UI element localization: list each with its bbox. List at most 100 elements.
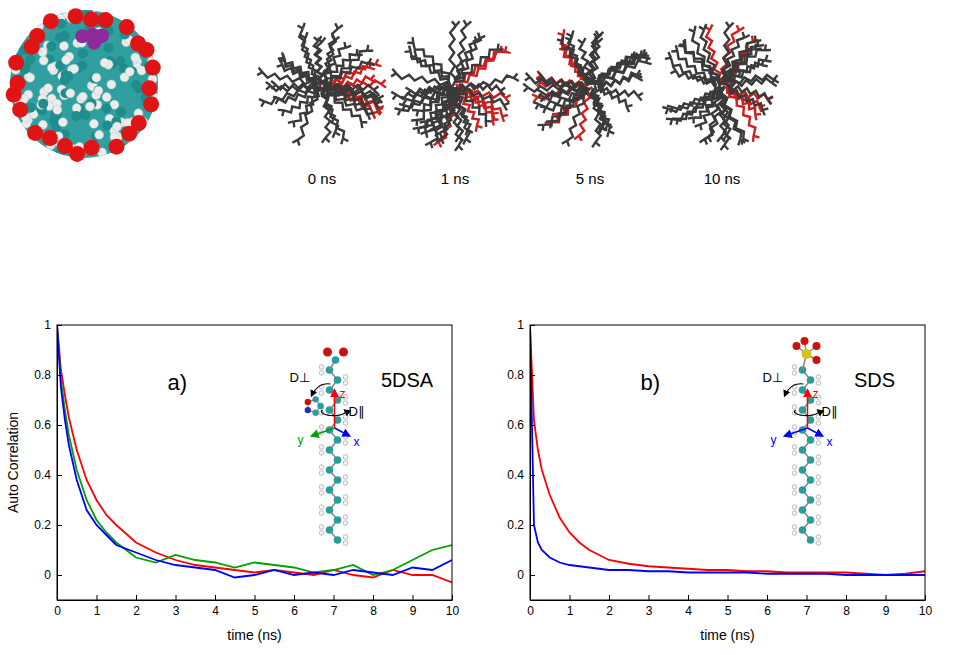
- tick-mark: [373, 595, 374, 600]
- headgroup-bond: [638, 78, 643, 81]
- headgroup-bond: [729, 23, 733, 27]
- headgroup-atom: [139, 42, 155, 58]
- carbon-atom: [38, 99, 48, 109]
- carbon-atom: [799, 506, 807, 514]
- series-line: [57, 325, 452, 578]
- tick: 6: [764, 595, 771, 618]
- headgroup-bond: [763, 110, 765, 116]
- hydrogen-atom: [343, 481, 348, 486]
- surfactant-chain: [461, 84, 500, 91]
- headgroup-bond: [772, 83, 777, 86]
- tick-mark: [57, 575, 62, 576]
- tick-label: 10: [919, 604, 933, 618]
- chart-panel: 01234567891000.20.40.60.81time (ns)SDSb)…: [507, 318, 932, 643]
- carbon-atom: [799, 486, 807, 494]
- headgroup-atom: [57, 138, 73, 154]
- hydrogen-atom: [319, 425, 324, 430]
- carbon-atom: [334, 476, 342, 484]
- headgroup-bond: [456, 137, 459, 142]
- hydrogen-atom: [792, 505, 797, 510]
- chart-title: 5DSA: [381, 369, 434, 391]
- hydrogen-atom: [319, 445, 324, 450]
- headgroup-bond: [562, 141, 567, 144]
- hydrogen-atom: [792, 531, 797, 536]
- tick: 1: [567, 595, 574, 618]
- headgroup-bond: [662, 107, 668, 109]
- hydrogen-atom: [343, 455, 348, 460]
- headgroup-bond: [391, 92, 396, 95]
- headgroup-bond: [411, 37, 414, 43]
- surfactant-chain: [590, 89, 610, 131]
- carbon-atom: [334, 536, 342, 544]
- inset-label: z: [340, 387, 346, 401]
- hydrogen-atom: [319, 491, 324, 496]
- headgroup-bond: [533, 102, 539, 104]
- hydrogen-atom: [38, 48, 47, 57]
- headgroup-bond: [365, 110, 367, 115]
- hydrogen-atom: [319, 371, 324, 376]
- headgroup-bond: [646, 63, 652, 65]
- hydrogen-atom: [816, 475, 821, 480]
- headgroup-bond: [480, 36, 485, 39]
- snapshot-label: 5 ns: [576, 170, 604, 187]
- micelle-sphere: [6, 7, 161, 162]
- surfactant-chain: [568, 36, 585, 81]
- headgroup-bond: [271, 81, 276, 85]
- headgroup-atom: [42, 130, 58, 146]
- headgroup-bond: [676, 45, 677, 51]
- headgroup-atom: [121, 126, 137, 142]
- headgroup-bond: [704, 24, 706, 30]
- carbon-atom: [326, 486, 334, 494]
- tick-label: 6: [764, 604, 771, 618]
- snapshot-label: 1 ns: [441, 170, 469, 187]
- tick-label: 0.2: [34, 518, 51, 532]
- surfactant-chain: [462, 87, 492, 119]
- headgroup-bond: [283, 54, 285, 60]
- surfactant-chain: [279, 87, 323, 103]
- carbon-atom: [46, 41, 56, 51]
- snapshot-label: 10 ns: [704, 170, 741, 187]
- tick-label: 7: [331, 604, 338, 618]
- surfactant-chain: [328, 84, 374, 97]
- tick-mark: [57, 425, 62, 426]
- headgroup-bond: [688, 117, 694, 118]
- tick-mark: [846, 595, 847, 600]
- headgroup-bond: [376, 104, 379, 109]
- surfactant-chain: [724, 46, 758, 79]
- tick-mark: [530, 475, 535, 476]
- headgroup-bond: [455, 146, 458, 151]
- perpendicular-rotation-arrow: [312, 384, 331, 396]
- tick-mark: [57, 475, 62, 476]
- headgroup-atom: [12, 102, 28, 118]
- tick: 3: [646, 595, 653, 618]
- tick-mark: [413, 595, 414, 600]
- hydrogen-atom: [39, 56, 48, 65]
- x-axis: 012345678910: [527, 595, 932, 618]
- tick: 8: [843, 595, 850, 618]
- tick-label: 0: [517, 568, 524, 582]
- carbon-atom: [60, 75, 70, 85]
- tick: 1: [94, 595, 101, 618]
- headgroup-bond: [694, 26, 695, 32]
- hydrogen-atom: [816, 461, 821, 466]
- hydrogen-atom: [792, 485, 797, 490]
- headgroup-bond: [303, 23, 305, 29]
- headgroup-bond: [377, 110, 380, 115]
- inset-label: D⊥: [290, 370, 311, 385]
- hydrogen-atom: [343, 515, 348, 520]
- hydrogen-atom: [816, 441, 821, 446]
- tick-label: 7: [804, 604, 811, 618]
- headgroup-atom: [119, 19, 135, 35]
- tick-mark: [57, 375, 62, 376]
- headgroup-bond: [420, 132, 426, 134]
- headgroup-bond: [409, 46, 411, 52]
- surfactant-chain: [321, 86, 344, 138]
- hydrogen-atom: [816, 515, 821, 520]
- tick-label: 9: [410, 604, 417, 618]
- headgroup-bond: [638, 96, 642, 101]
- hydrogen-atom: [85, 102, 94, 111]
- tick-label: 5: [252, 604, 259, 618]
- hydrogen-atom: [319, 365, 324, 370]
- series-group: [530, 325, 925, 575]
- carbon-atom: [334, 496, 342, 504]
